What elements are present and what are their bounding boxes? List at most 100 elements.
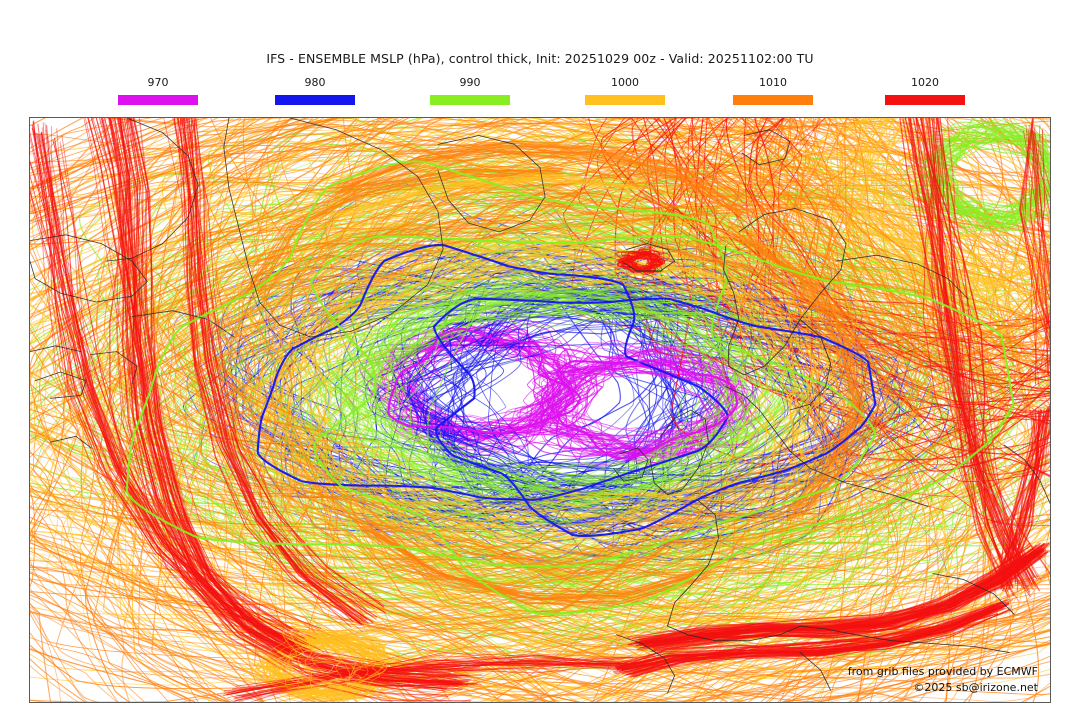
legend-swatch-1020 — [885, 95, 965, 105]
contour-envelope — [347, 293, 745, 523]
contour-1010-member — [823, 118, 1050, 342]
contour-970-member — [550, 347, 726, 456]
contour-envelope — [303, 265, 794, 533]
contour-1010-member — [58, 118, 1050, 702]
contour-1010-member — [844, 118, 1050, 411]
contour-1000-member — [888, 118, 1050, 314]
contour-1020-stream-west — [98, 118, 462, 684]
contour-1000-member — [47, 128, 1050, 702]
contour-envelope — [366, 280, 746, 506]
contour-1000-high-southwest — [290, 648, 342, 673]
contour-1010-arc-north — [338, 146, 751, 211]
contour-1010-member — [791, 118, 1050, 344]
contour-envelope — [238, 165, 911, 614]
contour-1010-arc-south — [364, 529, 703, 597]
contour-1000-member — [801, 118, 1050, 300]
contour-1010-arc-east — [757, 231, 844, 525]
contour-1010-member — [777, 118, 1050, 360]
contour-1010-member — [76, 118, 1050, 702]
contour-1000-high-southwest — [287, 628, 384, 689]
contour-1020-stream-west — [118, 118, 478, 687]
coastline-iceland — [623, 243, 676, 272]
contour-1020-band-mediterranean2 — [612, 609, 1011, 665]
contour-1010-member — [30, 118, 1050, 702]
contour-1020-band-mediterranean2 — [632, 604, 998, 678]
contour-1020-stream-west3 — [189, 118, 363, 632]
contour-1020-stream-west3 — [186, 118, 353, 617]
contour-1010-member — [30, 118, 1050, 702]
contour-1020-band-turkey — [1002, 412, 1045, 578]
contour-1020-band-turkey — [999, 415, 1037, 583]
contour-1020-iceland-cell — [631, 253, 655, 275]
coastline-ireland — [612, 447, 649, 482]
contour-1000-member — [829, 118, 1050, 303]
legend-item-990: 990 — [430, 76, 510, 110]
contour-1020-member — [739, 118, 1050, 395]
contour-1000-member — [886, 118, 1050, 306]
coastline-black-sea — [932, 573, 1015, 615]
contour-1010-arc-north — [325, 156, 748, 206]
contour-1010-member — [760, 118, 1050, 374]
contour-1020-member — [769, 118, 1050, 390]
contour-1020-stream-east — [904, 118, 1024, 581]
coastline-labrador — [131, 310, 235, 338]
mslp-contour-layer — [30, 118, 1050, 702]
border-line-6 — [932, 292, 954, 411]
contour-1020-stream-west3 — [177, 118, 385, 608]
contour-1020-stream-west2 — [30, 160, 292, 634]
contour-990-member — [928, 122, 1049, 219]
contour-1010-member — [30, 118, 1050, 647]
contour-1020-stream-east — [933, 118, 1024, 586]
contour-envelope — [276, 247, 836, 583]
contour-1000-member — [30, 118, 1047, 702]
contour-1000-member — [30, 178, 1050, 665]
contour-1000-high-southwest — [303, 657, 386, 683]
contour-1020-stream-west3 — [183, 118, 377, 620]
contour-1010-member — [742, 118, 1050, 367]
contour-1020-stream-west3 — [173, 118, 368, 620]
coastline-newfoundland — [30, 234, 148, 303]
coastline-europe-north — [725, 386, 929, 507]
legend-item-1000: 1000 — [585, 76, 665, 110]
contour-1010-arc-northwest — [253, 172, 574, 285]
contour-1020-stream-west2 — [31, 124, 322, 630]
contour-1020-member — [671, 118, 1050, 477]
contour-1020-stream-west — [133, 118, 452, 675]
contour-980-member — [429, 282, 880, 517]
contour-1020-stream-west3 — [181, 118, 368, 614]
contour-envelope — [116, 201, 996, 550]
legend-item-970: 970 — [118, 76, 198, 110]
contour-1020-stream-east2 — [1036, 140, 1050, 371]
contour-1010-member — [30, 118, 1050, 702]
contour-envelope — [248, 230, 828, 588]
contour-1000-arc-north — [328, 178, 654, 218]
contour-1020-stream-west2 — [33, 130, 287, 651]
contour-1020-band-mediterranean2 — [614, 611, 1007, 666]
contour-1020-band-mediterranean — [646, 542, 1031, 648]
contour-1020-stream-east — [920, 118, 1021, 585]
map-plot-area[interactable]: from grib files provided by ECMWF ©2025 … — [29, 117, 1051, 703]
coastline-island-sw3 — [90, 351, 138, 385]
contour-1010-arc-east — [749, 237, 851, 521]
contour-1010-arc-south — [362, 527, 721, 601]
contour-envelope — [216, 230, 891, 540]
contour-1020-stream-east — [915, 118, 1019, 602]
contour-1020-stream-west2 — [40, 133, 300, 633]
contour-1010-member — [778, 118, 1050, 333]
contour-990-member — [230, 156, 1020, 666]
contour-1020-stream-east2 — [1031, 126, 1050, 378]
contour-1000-member — [802, 118, 1050, 301]
contour-1010-arc-north — [339, 142, 748, 218]
contour-1000-member — [839, 118, 1050, 263]
contour-envelope — [315, 243, 815, 585]
contour-1010-member — [852, 118, 1050, 296]
contour-1020-band-turkey — [999, 429, 1050, 577]
contour-1020-member — [596, 118, 1050, 476]
contour-1020-member — [631, 118, 1050, 338]
contour-1010-member — [814, 118, 1050, 369]
contour-1020-stream-west2 — [41, 132, 293, 644]
contour-1020-stream-west — [125, 118, 466, 674]
contour-1020-stream-west3 — [183, 118, 386, 614]
contour-1000-member — [858, 118, 1050, 325]
contour-990-control — [309, 234, 1015, 616]
